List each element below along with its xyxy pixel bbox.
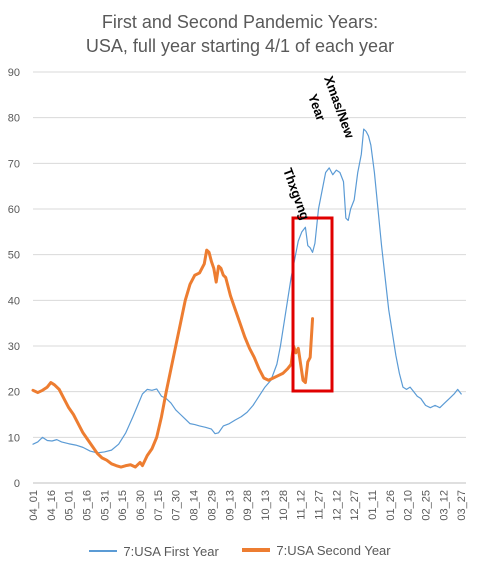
x-tick-label: 12_27 xyxy=(349,490,361,521)
annotation-xmas-line2: Year xyxy=(305,92,328,123)
y-tick-label: 80 xyxy=(8,113,20,125)
legend-label-first-year: 7:USA First Year xyxy=(123,543,219,559)
legend-item-first-year: 7:USA First Year xyxy=(89,543,219,559)
chart-title-line1: First and Second Pandemic Years: xyxy=(101,12,379,32)
x-tick-label: 04_01 xyxy=(28,490,40,521)
series-line-second-year xyxy=(31,248,315,469)
x-tick-label: 12_12 xyxy=(331,490,343,521)
x-tick-label: 06_30 xyxy=(135,490,147,521)
x-tick-label: 01_26 xyxy=(385,490,397,521)
x-axis-tick-labels: 04_01 04_16 05_01 05_16 05_31 06_15 06_30 07_15… xyxy=(28,490,468,521)
y-tick-label: 30 xyxy=(8,341,20,353)
x-tick-label: 11_12 xyxy=(296,490,308,520)
y-tick-label: 50 xyxy=(8,250,20,262)
y-tick-label: 20 xyxy=(8,387,20,399)
x-tick-label: 09_28 xyxy=(242,490,254,521)
x-tick-label: 06_15 xyxy=(117,490,129,521)
x-tick-label: 02_10 xyxy=(403,490,415,521)
series-lines xyxy=(31,128,462,469)
legend-swatch-first-year xyxy=(89,550,118,552)
x-tick-label: 09_13 xyxy=(224,490,236,521)
x-tick-label: 08_29 xyxy=(206,490,218,521)
legend-item-second-year: 7:USA Second Year xyxy=(242,542,391,558)
x-tick-label: 01_11 xyxy=(367,490,379,520)
y-tick-label: 40 xyxy=(8,295,20,307)
legend: 7:USA First Year 7:USA Second Year xyxy=(0,540,480,559)
thanksgiving-highlight-box xyxy=(291,216,334,393)
annotation-xmas-line1: Xmas/New xyxy=(321,74,358,141)
y-tick-label: 0 xyxy=(14,478,20,490)
chart-title-line2: USA, full year starting 4/1 of each year xyxy=(85,36,395,56)
x-tick-label: 07_15 xyxy=(153,490,165,521)
gridlines xyxy=(33,71,466,438)
x-tick-label: 08_14 xyxy=(189,490,201,521)
x-tick-label: 05_16 xyxy=(82,490,94,521)
chart-title: First and Second Pandemic Years: USA, fu… xyxy=(0,10,480,58)
x-tick-label: 11_27 xyxy=(313,490,325,520)
y-tick-label: 60 xyxy=(8,204,20,216)
legend-swatch-second-year xyxy=(242,548,271,552)
x-tick-label: 04_16 xyxy=(46,490,58,521)
y-tick-label: 90 xyxy=(8,67,20,79)
x-tick-label: 05_31 xyxy=(99,490,111,521)
y-tick-label: 10 xyxy=(8,432,20,444)
x-tick-label: 05_01 xyxy=(64,490,76,521)
x-tick-label: 02_25 xyxy=(421,490,433,521)
x-tick-label: 07_30 xyxy=(171,490,183,521)
x-tick-label: 10_13 xyxy=(260,490,272,521)
x-tick-label: 03_27 xyxy=(456,490,468,521)
x-tick-label: 03_12 xyxy=(438,490,450,521)
annotation-thanksgiving: Thxgvng xyxy=(280,166,313,222)
y-axis-tick-labels: 0 10 20 30 40 50 60 70 80 90 xyxy=(8,67,20,490)
x-tick-label: 10_28 xyxy=(278,490,290,521)
legend-label-second-year: 7:USA Second Year xyxy=(276,542,391,558)
series-line-first-year xyxy=(32,128,462,454)
y-tick-label: 70 xyxy=(8,158,20,170)
